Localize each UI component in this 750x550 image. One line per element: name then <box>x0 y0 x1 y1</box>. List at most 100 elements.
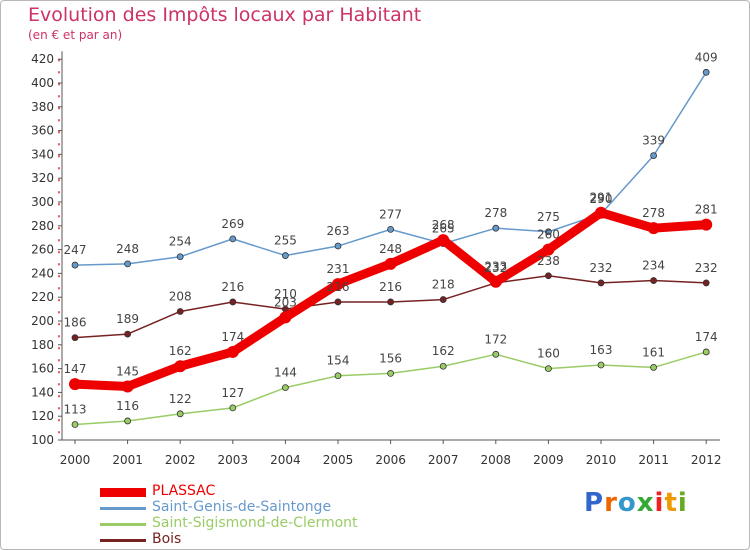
data-point-bois <box>545 272 552 280</box>
legend-swatch <box>100 539 146 542</box>
data-point-saint-genis-de-saintonge <box>229 235 237 243</box>
chart-title: Evolution des Impôts locaux par Habitant <box>28 4 422 26</box>
data-point-plassac <box>595 206 607 219</box>
data-point-plassac <box>700 218 713 231</box>
y-tick-label: 280 <box>31 219 54 233</box>
data-label-plassac: 291 <box>590 191 613 205</box>
legend-swatch <box>100 523 146 526</box>
data-label-bois: 218 <box>432 278 455 292</box>
x-tick-label: 2006 <box>375 453 406 467</box>
data-point-saint-genis-de-saintonge <box>387 225 395 233</box>
data-point-plassac <box>174 360 187 373</box>
data-label-plassac: 278 <box>642 206 665 220</box>
data-label-saint-sigismond-de-clermont: 116 <box>116 399 139 413</box>
data-point-saint-sigismond-de-clermont <box>597 361 605 369</box>
y-tick-label: 300 <box>31 195 54 209</box>
data-label-saint-genis-de-saintonge: 409 <box>695 50 718 64</box>
data-point-plassac <box>542 243 555 256</box>
data-point-plassac <box>647 222 660 235</box>
data-label-saint-sigismond-de-clermont: 122 <box>169 392 192 406</box>
data-label-bois: 234 <box>642 259 665 273</box>
data-point-bois <box>71 334 79 342</box>
y-tick-label: 160 <box>31 362 54 376</box>
data-label-saint-genis-de-saintonge: 277 <box>379 207 402 221</box>
data-label-saint-genis-de-saintonge: 269 <box>221 217 244 231</box>
data-label-plassac: 231 <box>327 262 350 276</box>
data-point-saint-sigismond-de-clermont <box>176 410 184 418</box>
x-tick-label: 2002 <box>165 453 196 467</box>
data-point-saint-genis-de-saintonge <box>71 261 79 269</box>
data-label-saint-sigismond-de-clermont: 113 <box>64 403 87 417</box>
data-point-saint-sigismond-de-clermont <box>71 421 79 428</box>
data-point-bois <box>334 298 342 306</box>
legend-label: Saint-Genis-de-Saintonge <box>152 499 332 515</box>
data-point-saint-genis-de-saintonge <box>176 253 184 261</box>
data-point-saint-sigismond-de-clermont <box>492 350 500 358</box>
y-tick-label: 140 <box>31 385 54 399</box>
y-tick-label: 320 <box>31 171 54 185</box>
data-point-saint-sigismond-de-clermont <box>124 417 131 425</box>
x-tick-label: 2008 <box>481 453 512 467</box>
data-point-saint-sigismond-de-clermont <box>439 362 447 370</box>
data-label-plassac: 145 <box>116 364 139 378</box>
data-label-bois: 232 <box>590 261 613 275</box>
y-tick-label: 360 <box>31 124 54 138</box>
data-label-bois: 216 <box>221 280 244 294</box>
data-point-plassac <box>279 311 292 324</box>
x-tick-label: 2005 <box>323 453 354 467</box>
legend-label: PLASSAC <box>152 483 216 499</box>
data-point-saint-sigismond-de-clermont <box>650 364 657 371</box>
logo-letter: r <box>604 488 618 518</box>
x-tick-label: 2004 <box>270 453 301 467</box>
logo-letter: o <box>617 488 637 518</box>
data-label-saint-sigismond-de-clermont: 127 <box>221 386 244 400</box>
data-label-saint-genis-de-saintonge: 255 <box>274 234 297 248</box>
y-tick-label: 120 <box>31 409 54 423</box>
y-tick-label: 400 <box>31 76 54 90</box>
data-point-plassac <box>489 275 502 288</box>
y-tick-label: 100 <box>31 433 54 447</box>
data-label-saint-sigismond-de-clermont: 161 <box>642 345 665 359</box>
y-tick-label: 260 <box>31 243 54 257</box>
data-point-bois <box>387 298 395 306</box>
data-point-plassac <box>384 257 397 270</box>
data-label-saint-sigismond-de-clermont: 154 <box>327 354 350 368</box>
data-label-plassac: 203 <box>274 295 297 309</box>
data-label-plassac: 147 <box>64 362 87 376</box>
y-tick-label: 220 <box>31 290 54 304</box>
y-tick-label: 380 <box>31 100 54 114</box>
data-point-plassac <box>226 345 239 358</box>
y-tick-label: 240 <box>31 266 54 280</box>
data-label-bois: 216 <box>379 280 402 294</box>
data-label-saint-sigismond-de-clermont: 163 <box>590 343 613 357</box>
data-label-saint-genis-de-saintonge: 278 <box>484 206 507 220</box>
x-tick-label: 2010 <box>586 453 617 467</box>
data-label-saint-genis-de-saintonge: 339 <box>642 134 665 148</box>
data-label-saint-genis-de-saintonge: 254 <box>169 235 192 249</box>
logo-letter: x <box>636 488 655 518</box>
data-point-plassac <box>332 278 344 291</box>
data-label-saint-sigismond-de-clermont: 174 <box>695 330 718 344</box>
legend-swatch <box>100 507 146 510</box>
x-tick-label: 2012 <box>691 453 722 467</box>
data-label-saint-sigismond-de-clermont: 144 <box>274 366 297 380</box>
data-point-bois <box>439 296 447 303</box>
data-label-plassac: 281 <box>695 203 718 217</box>
x-tick-label: 2011 <box>638 453 669 467</box>
data-point-plassac <box>69 378 81 391</box>
data-point-saint-sigismond-de-clermont <box>229 404 237 412</box>
data-label-saint-genis-de-saintonge: 248 <box>116 242 139 256</box>
y-tick-label: 340 <box>31 147 54 161</box>
data-point-saint-sigismond-de-clermont <box>281 384 289 392</box>
data-label-plassac: 233 <box>484 260 507 274</box>
x-tick-label: 2000 <box>60 453 91 467</box>
y-tick-label: 200 <box>31 314 54 328</box>
data-point-saint-sigismond-de-clermont <box>387 369 395 377</box>
data-label-saint-genis-de-saintonge: 247 <box>64 243 87 257</box>
x-tick-label: 2007 <box>428 453 459 467</box>
data-label-bois: 208 <box>169 289 192 303</box>
legend-label: Bois <box>152 531 182 547</box>
x-tick-label: 2001 <box>112 453 143 467</box>
data-point-saint-genis-de-saintonge <box>650 152 657 159</box>
data-point-saint-genis-de-saintonge <box>334 242 342 250</box>
